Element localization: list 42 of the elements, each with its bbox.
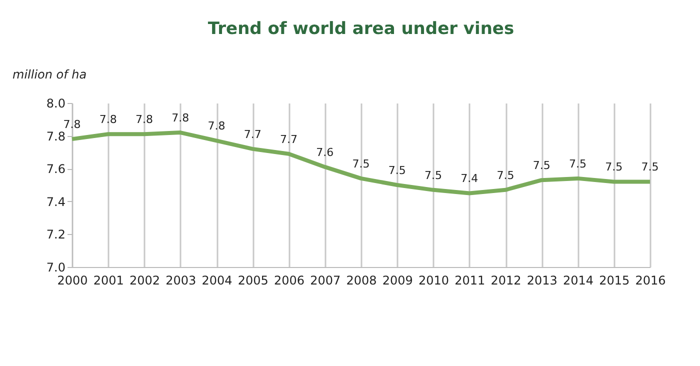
y-axis-title: million of ha xyxy=(12,68,87,82)
x-tick-label: 2003 xyxy=(166,274,196,288)
data-label: 7.6 xyxy=(316,146,334,159)
x-tick-label: 2008 xyxy=(346,274,377,288)
data-label: 7.8 xyxy=(172,112,190,125)
data-label: 7.8 xyxy=(99,113,117,126)
data-label: 7.8 xyxy=(208,120,226,133)
x-tick-label: 2013 xyxy=(526,274,558,288)
x-tick-label: 2006 xyxy=(274,274,305,288)
data-label: 7.7 xyxy=(280,132,298,146)
data-label: 7.4 xyxy=(460,172,478,186)
data-label: 7.5 xyxy=(496,168,514,182)
data-label: 7.5 xyxy=(569,157,586,170)
data-label: 7.5 xyxy=(605,160,623,174)
data-label: 7.5 xyxy=(641,160,659,174)
y-tick-label: 7.6 xyxy=(46,162,66,176)
y-tick-label: 7.0 xyxy=(46,260,66,274)
x-tick-label: 2012 xyxy=(490,274,522,288)
x-tick-label: 2001 xyxy=(93,274,124,288)
data-label: 7.8 xyxy=(63,118,81,132)
x-tick-label: 2005 xyxy=(238,274,268,288)
x-tick-label: 2009 xyxy=(382,274,413,288)
y-tick-label: 7.8 xyxy=(46,129,66,144)
data-label: 7.5 xyxy=(352,157,370,170)
data-label: 7.5 xyxy=(388,164,406,177)
x-tick-label: 2004 xyxy=(202,274,232,288)
data-label: 7.8 xyxy=(136,113,153,126)
y-tick-label: 7.2 xyxy=(46,228,66,242)
data-label: 7.5 xyxy=(424,168,442,182)
data-label: 7.7 xyxy=(244,128,262,141)
data-label: 7.5 xyxy=(532,159,550,172)
x-tick-label: 2002 xyxy=(129,274,160,288)
y-tick-label: 7.4 xyxy=(46,194,66,209)
x-tick-label: 2015 xyxy=(599,274,630,288)
x-tick-label: 2011 xyxy=(454,274,486,288)
chart-title: Trend of world area under vines xyxy=(208,19,514,39)
x-tick-label: 2000 xyxy=(57,274,88,288)
x-tick-label: 2016 xyxy=(635,274,666,288)
x-tick-label: 2010 xyxy=(418,274,450,288)
y-tick-label: 8.0 xyxy=(46,96,66,110)
x-tick-label: 2014 xyxy=(562,274,594,288)
x-tick-label: 2007 xyxy=(310,274,341,288)
